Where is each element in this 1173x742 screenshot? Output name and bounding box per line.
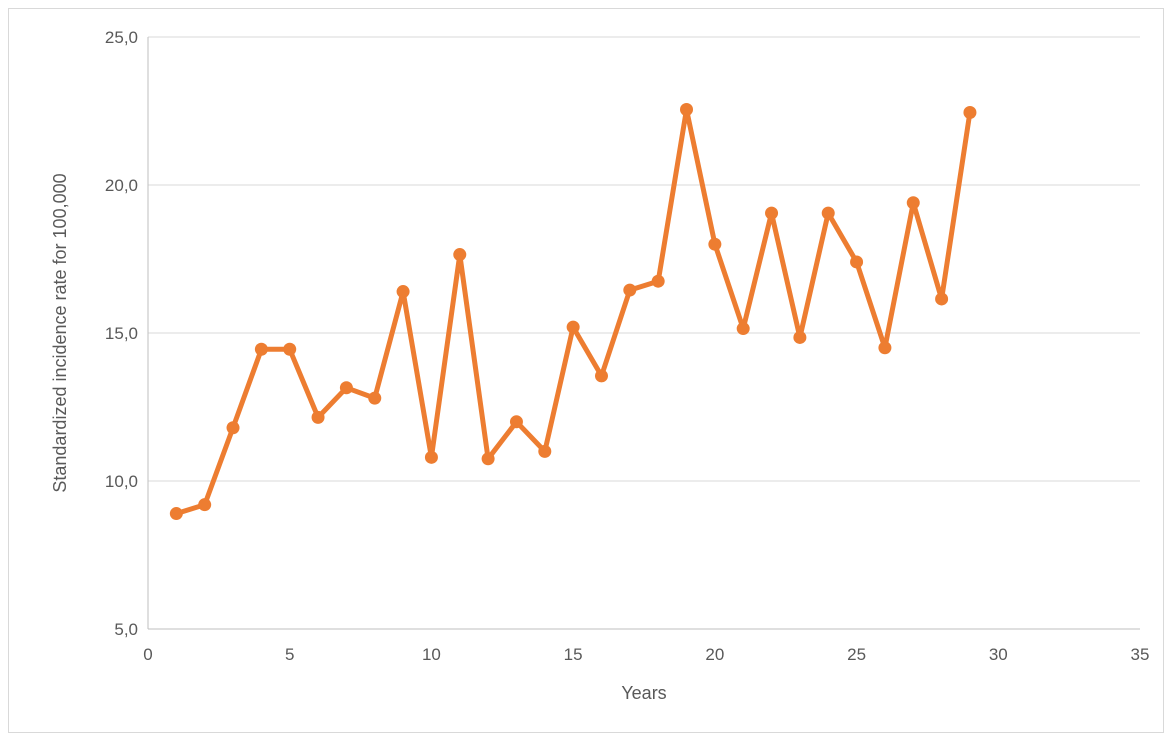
data-point	[538, 444, 552, 458]
data-point	[594, 369, 608, 383]
data-point	[424, 450, 438, 464]
x-axis-title: Years	[621, 683, 666, 703]
x-tick-label: 25	[847, 645, 866, 664]
data-point	[850, 255, 864, 269]
data-point	[311, 410, 325, 424]
data-point	[708, 237, 722, 251]
data-point	[623, 283, 637, 297]
data-point	[821, 206, 835, 220]
data-point	[481, 452, 495, 466]
data-point	[651, 274, 665, 288]
data-point	[878, 341, 892, 355]
x-tick-label: 20	[705, 645, 724, 664]
axes	[147, 37, 1140, 630]
data-point	[198, 498, 212, 512]
x-tick-label: 35	[1131, 645, 1150, 664]
x-tick-label: 15	[564, 645, 583, 664]
x-axis-tick-labels: 0 5 10 15 20 25 30 35	[143, 645, 1149, 664]
gridlines	[148, 36, 1140, 482]
data-point	[765, 206, 779, 220]
data-series	[169, 103, 977, 521]
data-point	[169, 507, 183, 521]
data-point	[566, 320, 580, 334]
data-point	[793, 330, 807, 344]
data-point	[906, 196, 920, 210]
y-tick-label: 5,0	[114, 620, 138, 639]
y-tick-label: 15,0	[105, 324, 138, 343]
x-tick-label: 10	[422, 645, 441, 664]
y-axis-title: Standardized incidence rate for 100,000	[50, 173, 70, 492]
x-tick-label: 30	[989, 645, 1008, 664]
line-chart: 5,0 10,0 15,0 20,0 25,0 0 5 10 15 20 25 30 35 Years…	[50, 28, 1149, 703]
y-tick-label: 20,0	[105, 176, 138, 195]
data-point	[963, 105, 977, 119]
data-point	[736, 322, 750, 336]
chart-frame: 5,0 10,0 15,0 20,0 25,0 0 5 10 15 20 25 30 35 Years…	[8, 8, 1164, 733]
data-point	[254, 342, 268, 356]
data-point	[368, 391, 382, 405]
data-point	[509, 415, 523, 429]
data-point	[453, 248, 467, 262]
data-point	[339, 381, 353, 395]
y-tick-label: 25,0	[105, 28, 138, 47]
data-point	[226, 421, 240, 435]
data-point	[935, 292, 949, 306]
y-axis-tick-labels: 5,0 10,0 15,0 20,0 25,0	[105, 28, 138, 639]
data-point	[283, 342, 297, 356]
x-tick-label: 0	[143, 645, 152, 664]
y-tick-label: 10,0	[105, 472, 138, 491]
data-point	[680, 103, 694, 117]
data-point	[396, 285, 410, 299]
x-tick-label: 5	[285, 645, 294, 664]
series-line	[173, 107, 973, 517]
